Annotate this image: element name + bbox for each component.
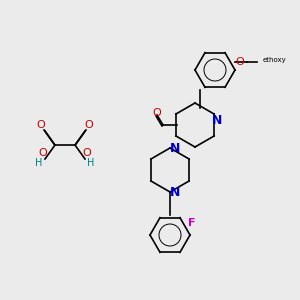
Text: ethoxy: ethoxy	[263, 57, 287, 63]
Text: O: O	[37, 120, 45, 130]
Text: N: N	[170, 142, 180, 154]
Text: O: O	[82, 148, 91, 158]
Text: O: O	[153, 108, 161, 118]
Text: N: N	[170, 185, 180, 199]
Text: O: O	[39, 148, 47, 158]
Text: F: F	[188, 218, 196, 228]
Text: O: O	[85, 120, 93, 130]
Text: H: H	[87, 158, 95, 168]
Text: H: H	[35, 158, 43, 168]
Text: N: N	[212, 113, 222, 127]
Text: O: O	[236, 57, 244, 67]
